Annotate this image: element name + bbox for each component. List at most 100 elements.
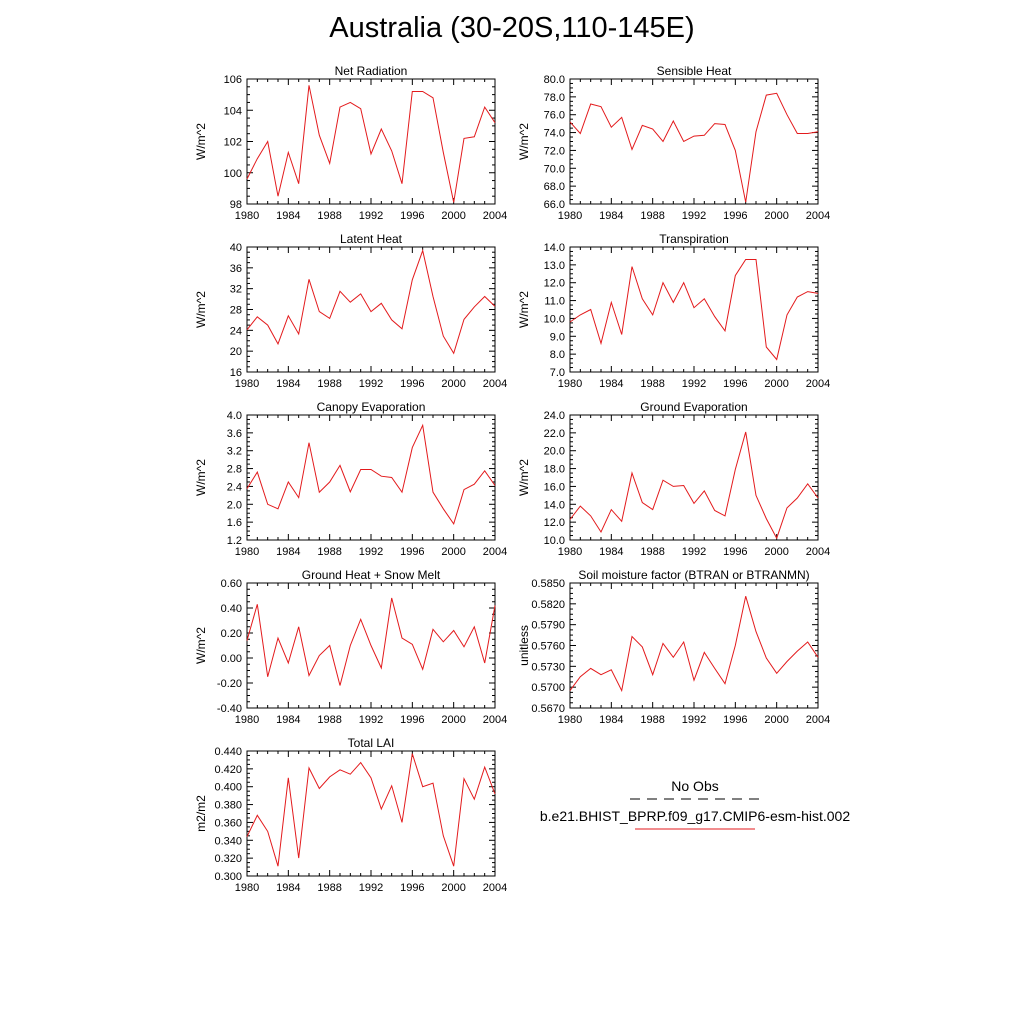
y-tick-label: 0.300 xyxy=(214,871,242,883)
series-line xyxy=(569,259,819,361)
y-axis-label: W/m^2 xyxy=(517,123,531,160)
x-tick-label: 1988 xyxy=(317,378,341,390)
x-tick-label: 1980 xyxy=(235,882,259,894)
panel-title: Sensible Heat xyxy=(657,64,732,78)
y-tick-label: 13.0 xyxy=(544,260,565,272)
series-line xyxy=(569,596,819,693)
x-tick-label: 1992 xyxy=(682,210,706,222)
x-tick-label: 1984 xyxy=(276,378,300,390)
x-tick-label: 1988 xyxy=(317,882,341,894)
y-tick-label: 14.0 xyxy=(544,242,565,254)
x-tick-label: 1980 xyxy=(235,546,259,558)
x-tick-label: 2000 xyxy=(441,546,465,558)
y-tick-label: 98 xyxy=(230,199,242,211)
panel-4: Transpiration W/m^2 1980 1984 1988 1992 1996 20… xyxy=(517,232,830,390)
y-tick-label: 104 xyxy=(224,105,242,117)
y-tick-label: 74.0 xyxy=(544,128,565,140)
x-tick-label: 2000 xyxy=(441,378,465,390)
y-tick-label: 70.0 xyxy=(544,163,565,175)
panel-title: Canopy Evaporation xyxy=(317,400,426,414)
y-tick-label: 100 xyxy=(224,168,242,180)
x-tick-label: 1996 xyxy=(400,546,424,558)
y-tick-label: 80.0 xyxy=(544,74,565,86)
x-tick-label: 1988 xyxy=(317,210,341,222)
y-tick-label: 1.2 xyxy=(227,535,242,547)
y-tick-label: 0.5820 xyxy=(531,599,565,611)
series-line xyxy=(569,92,819,203)
plot-frame xyxy=(569,246,819,373)
panel-title: Latent Heat xyxy=(340,232,403,246)
y-tick-label: 9.0 xyxy=(550,331,565,343)
panel-title: Total LAI xyxy=(348,736,395,750)
y-tick-label: 16.0 xyxy=(544,481,565,493)
panel-9: Total LAI m2/m2 1980 1984 1988 1992 1996 2000 20… xyxy=(194,736,507,894)
x-tick-label: 1992 xyxy=(682,378,706,390)
y-tick-label: -0.40 xyxy=(217,703,242,715)
y-tick-label: 76.0 xyxy=(544,110,565,122)
y-tick-label: -0.20 xyxy=(217,678,242,690)
x-tick-label: 1996 xyxy=(723,378,747,390)
plot-frame xyxy=(569,414,819,541)
x-tick-label: 1988 xyxy=(640,378,664,390)
x-tick-label: 1992 xyxy=(359,882,383,894)
y-tick-label: 20.0 xyxy=(544,446,565,458)
x-tick-label: 2004 xyxy=(806,378,830,390)
legend-model-line xyxy=(635,828,755,830)
y-tick-label: 24.0 xyxy=(544,410,565,422)
plot-frame xyxy=(246,414,496,541)
x-tick-label: 1980 xyxy=(558,210,582,222)
y-tick-label: 12.0 xyxy=(544,278,565,290)
y-tick-label: 16 xyxy=(230,367,242,379)
y-axis-label: W/m^2 xyxy=(194,459,208,496)
y-tick-label: 10.0 xyxy=(544,535,565,547)
y-tick-label: 14.0 xyxy=(544,499,565,511)
panel-3: Latent Heat W/m^2 1980 1984 1988 1992 1996 2000… xyxy=(194,232,507,390)
plot-frame xyxy=(569,78,819,205)
y-tick-label: 0.20 xyxy=(221,628,242,640)
y-tick-label: 102 xyxy=(224,137,242,149)
x-tick-label: 1980 xyxy=(558,714,582,726)
x-tick-label: 1984 xyxy=(599,546,623,558)
panel-2: Sensible Heat W/m^2 1980 1984 1988 1992 1996 20… xyxy=(517,64,830,222)
x-tick-label: 1996 xyxy=(400,378,424,390)
series-line xyxy=(246,753,496,867)
x-tick-label: 1988 xyxy=(640,714,664,726)
x-tick-label: 2004 xyxy=(483,546,507,558)
x-tick-label: 1984 xyxy=(599,378,623,390)
panel-8: Soil moisture factor (BTRAN or BTRANMN) u… xyxy=(517,568,830,726)
y-tick-label: 8.0 xyxy=(550,349,565,361)
x-tick-label: 1996 xyxy=(723,714,747,726)
y-tick-label: 0.5700 xyxy=(531,682,565,694)
y-tick-label: 32 xyxy=(230,284,242,296)
x-tick-label: 2004 xyxy=(806,210,830,222)
y-tick-label: 0.420 xyxy=(214,764,242,776)
y-tick-label: 2.0 xyxy=(227,499,242,511)
panel-title: Net Radiation xyxy=(335,64,408,78)
x-tick-label: 1980 xyxy=(558,378,582,390)
x-tick-label: 1992 xyxy=(359,714,383,726)
x-tick-label: 1984 xyxy=(276,210,300,222)
x-tick-label: 1992 xyxy=(682,546,706,558)
y-tick-label: 0.60 xyxy=(221,578,242,590)
y-tick-label: 0.5760 xyxy=(531,641,565,653)
y-tick-label: 24 xyxy=(230,325,242,337)
x-tick-label: 2004 xyxy=(483,714,507,726)
y-tick-label: 12.0 xyxy=(544,517,565,529)
x-tick-label: 1988 xyxy=(640,546,664,558)
y-axis-label: W/m^2 xyxy=(194,123,208,160)
y-tick-label: 0.380 xyxy=(214,800,242,812)
x-tick-label: 1996 xyxy=(400,882,424,894)
x-tick-label: 1980 xyxy=(235,378,259,390)
plot-frame xyxy=(246,78,496,205)
x-tick-label: 1996 xyxy=(723,546,747,558)
x-tick-label: 1992 xyxy=(359,546,383,558)
series-line xyxy=(246,248,496,355)
y-axis-label: unitless xyxy=(517,625,531,666)
y-tick-label: 28 xyxy=(230,305,242,317)
series-line xyxy=(569,431,819,540)
y-tick-label: 0.340 xyxy=(214,835,242,847)
y-tick-label: 0.440 xyxy=(214,746,242,758)
legend: No Obs b.e21.BHIST_BPRP.f09_g17.CMIP6-es… xyxy=(520,778,870,834)
x-tick-label: 1980 xyxy=(558,546,582,558)
y-tick-label: 2.4 xyxy=(227,481,242,493)
